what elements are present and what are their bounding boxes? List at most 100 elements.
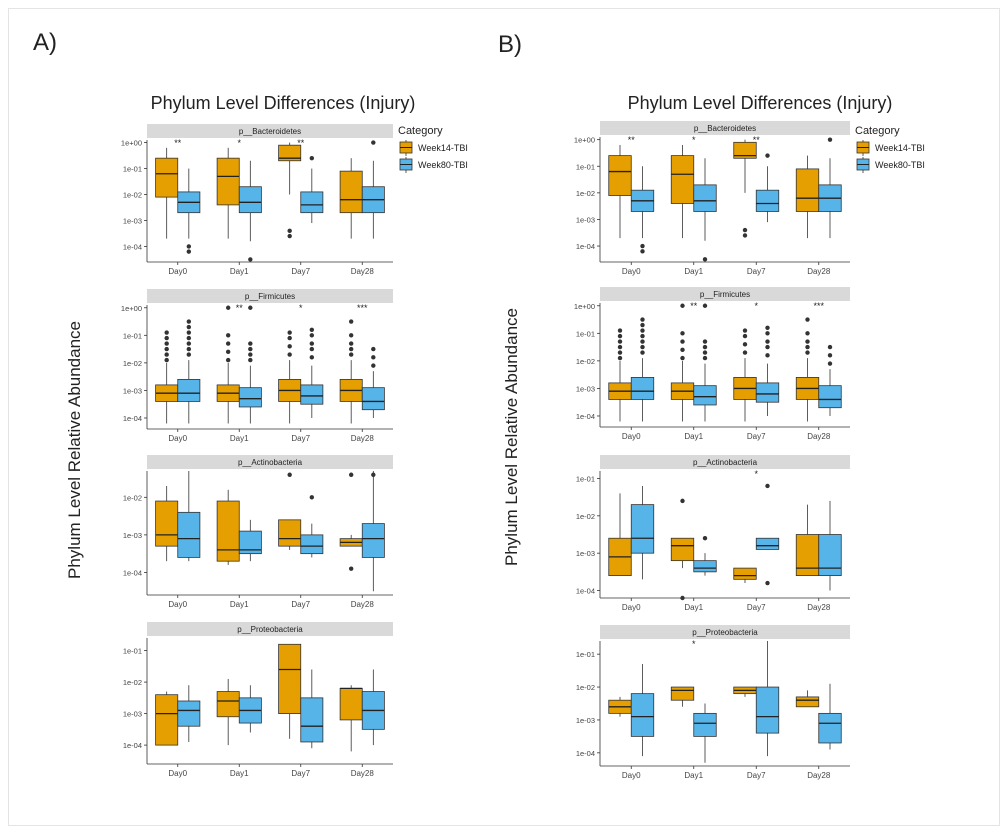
significance-label: *	[692, 639, 696, 649]
box-rect	[238, 387, 262, 408]
outlier-point	[248, 257, 253, 262]
outlier-point	[805, 331, 810, 336]
outlier-point	[640, 317, 645, 322]
x-tick-label: Day0	[168, 769, 187, 778]
outlier-point	[309, 346, 315, 352]
outlier-point	[287, 472, 292, 477]
y-tick-label: 1e-04	[123, 242, 142, 251]
x-tick-label: Day28	[351, 434, 375, 443]
legend-title: Category	[855, 125, 900, 137]
box-rect	[755, 686, 780, 734]
outlier-point	[765, 331, 770, 336]
outlier-point	[742, 233, 748, 238]
outlier-point	[640, 249, 645, 254]
x-tick-label: Day1	[684, 432, 703, 441]
outlier-point	[186, 319, 192, 324]
significance-label: **	[297, 138, 305, 148]
x-tick-label: Day1	[684, 267, 703, 276]
box-rect	[155, 500, 179, 547]
significance-label: *	[237, 138, 241, 148]
significance-label: *	[754, 301, 758, 311]
outlier-point	[765, 153, 770, 158]
box-rect	[339, 688, 363, 721]
outlier-point	[827, 344, 833, 350]
box-rect	[238, 186, 262, 214]
x-tick-label: Day0	[168, 267, 187, 276]
box-rect	[693, 712, 717, 737]
facet-strip	[147, 289, 393, 303]
box-rect	[630, 693, 655, 737]
outlier-point	[617, 339, 623, 344]
outlier-point	[348, 472, 354, 477]
outlier-point	[371, 140, 376, 145]
outlier-point	[287, 335, 292, 341]
x-tick-label: Day7	[291, 434, 310, 443]
box-rect	[670, 155, 695, 204]
y-tick-label: 1e-03	[123, 386, 142, 395]
box-rect	[155, 157, 179, 198]
outlier-point	[287, 233, 292, 239]
legend: Category Week14-TBI Week80-TBI	[855, 125, 925, 173]
facet-strip-label: p__Proteobacteria	[237, 625, 303, 634]
legend-title: Category	[398, 125, 443, 137]
facet-strip	[600, 121, 850, 135]
outlier-point	[371, 363, 376, 368]
outlier-point	[164, 357, 169, 363]
outlier-point	[348, 341, 354, 346]
legend-label: Week14-TBI	[875, 143, 925, 153]
x-tick-label: Day28	[807, 603, 831, 612]
facet-p-actinobacteria: p__Actinobacteria 1e-02 1e-03 1e-04 Day0 Day1…	[123, 455, 393, 609]
y-tick-label: 1e-03	[123, 216, 142, 225]
x-tick-label: Day28	[351, 600, 375, 609]
facet-p-bacteroidetes: p__Bacteroidetes 1e+00 1e-01 1e-02 1e-03 1e-0…	[121, 124, 393, 276]
outlier-point	[348, 346, 354, 352]
outlier-point	[287, 330, 292, 335]
outlier-point	[309, 355, 315, 360]
outlier-point	[805, 339, 810, 344]
outlier-point	[640, 350, 645, 355]
box-rect	[693, 385, 717, 406]
outlier-point	[371, 346, 376, 352]
outlier-point	[640, 339, 645, 344]
outlier-point	[617, 333, 623, 339]
legend-label: Week80-TBI	[418, 160, 468, 170]
outlier-point	[617, 350, 623, 355]
figure-frame	[8, 8, 1000, 826]
legend: Category Week14-TBI Week80-TBI	[398, 125, 468, 173]
x-tick-label: Day0	[622, 432, 641, 441]
panel-title: Phylum Level Differences (Injury)	[628, 93, 893, 113]
facet-p-proteobacteria: p__Proteobacteria 1e-01 1e-02 1e-03 1e-04 Day…	[576, 625, 850, 780]
y-tick-label: 1e-01	[123, 165, 142, 174]
box-rect	[755, 537, 780, 550]
y-tick-label: 1e-02	[123, 359, 142, 368]
outlier-point	[617, 344, 623, 350]
outlier-point	[348, 352, 354, 357]
outlier-point	[680, 347, 685, 353]
outlier-point	[702, 339, 708, 344]
box-rect	[755, 189, 780, 212]
y-tick-label: 1e-01	[576, 474, 595, 483]
facet-strip-label: p__Proteobacteria	[692, 628, 758, 637]
outlier-point	[640, 344, 645, 350]
outlier-point	[765, 483, 770, 489]
facet-p-bacteroidetes: p__Bacteroidetes 1e+00 1e-01 1e-02 1e-03 1e-0…	[574, 121, 850, 276]
box-rect	[339, 170, 363, 214]
box-rect	[278, 519, 302, 547]
facet-strip	[147, 124, 393, 138]
box-rect	[733, 141, 757, 159]
outlier-point	[186, 324, 192, 330]
outlier-point	[702, 344, 708, 350]
y-tick-label: 1e-03	[576, 549, 595, 558]
outlier-point	[186, 341, 192, 346]
x-tick-label: Day7	[747, 603, 766, 612]
facet-strip-label: p__Firmicutes	[700, 290, 750, 299]
box-rect	[755, 382, 780, 403]
significance-label: ***	[357, 303, 368, 313]
y-tick-label: 1e-02	[576, 189, 595, 198]
box-rect	[361, 387, 385, 411]
box-rect	[693, 560, 717, 573]
outlier-point	[248, 305, 253, 310]
box-rect	[630, 376, 655, 400]
outlier-point	[702, 303, 708, 308]
outlier-point	[742, 227, 748, 233]
